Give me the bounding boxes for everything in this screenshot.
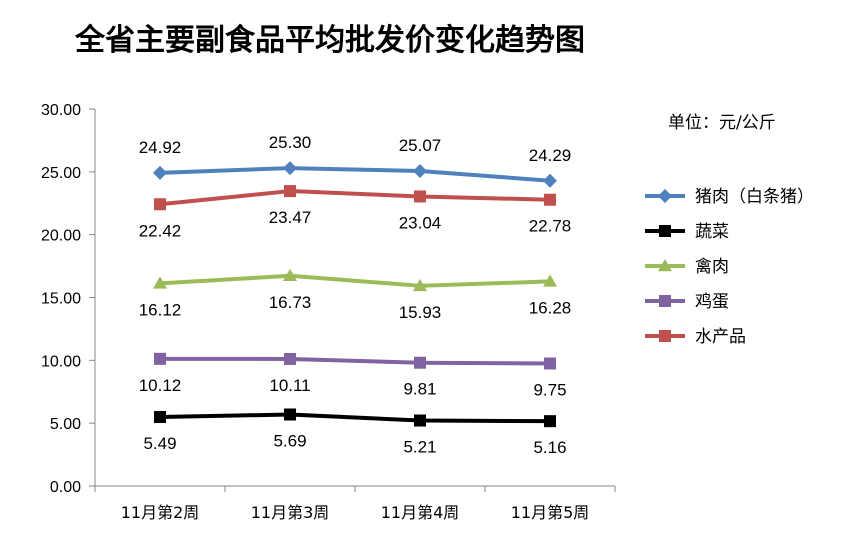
data-label: 5.21	[403, 438, 436, 457]
data-point-square	[414, 356, 426, 369]
data-point-square	[154, 411, 166, 424]
data-point-square	[544, 357, 556, 370]
legend-label: 猪肉（白条猪）	[695, 187, 814, 207]
series-line	[159, 189, 551, 207]
y-tick-label: 5.00	[50, 416, 81, 433]
data-point-square	[659, 225, 671, 237]
data-label: 24.29	[529, 146, 572, 165]
data-point-diamond	[543, 173, 557, 188]
data-point-square	[154, 352, 166, 365]
legend-label: 禽肉	[695, 257, 729, 277]
data-label: 5.16	[533, 438, 566, 457]
data-point-square	[154, 198, 166, 211]
data-point-diamond	[658, 189, 672, 203]
series-1	[154, 408, 556, 428]
data-label: 16.28	[529, 298, 572, 317]
data-label: 15.93	[399, 303, 442, 322]
legend-label: 鸡蛋	[695, 292, 729, 312]
legend-item: 蔬菜	[645, 222, 729, 242]
data-point-square	[284, 352, 296, 365]
x-tick-label: 11月第4周	[381, 503, 460, 522]
data-point-diamond	[413, 163, 427, 178]
data-point-triangle	[543, 274, 557, 287]
data-label: 25.07	[399, 136, 442, 155]
data-point-square	[414, 190, 426, 203]
series-0	[153, 161, 557, 188]
data-label: 23.04	[399, 213, 442, 232]
series-line	[159, 412, 551, 424]
data-point-triangle	[658, 259, 672, 272]
data-label: 5.49	[143, 434, 176, 453]
series-2	[153, 268, 557, 292]
legend-item: 猪肉（白条猪）	[645, 187, 814, 207]
data-point-square	[284, 185, 296, 198]
data-point-triangle	[413, 278, 427, 292]
series-line	[159, 166, 551, 183]
axes: 0.00 5.00 10.00 15.00 20.00 25.00 30.00 11月第2周 1…	[41, 102, 616, 522]
data-point-square	[659, 330, 671, 342]
data-point-triangle	[283, 268, 297, 282]
data-label: 22.78	[529, 217, 572, 236]
data-label: 25.30	[269, 133, 312, 152]
data-label: 9.75	[533, 380, 566, 399]
data-label: 22.42	[139, 221, 182, 240]
data-point-square	[284, 408, 296, 421]
data-point-diamond	[283, 161, 297, 176]
legend-item: 水产品	[645, 327, 746, 347]
data-point-triangle	[153, 276, 167, 289]
series-line	[159, 273, 551, 288]
legend-item: 禽肉	[645, 257, 729, 277]
legend-item: 鸡蛋	[645, 292, 729, 312]
series-line	[159, 356, 551, 366]
data-label: 9.81	[403, 380, 436, 399]
y-tick-label: 0.00	[50, 479, 81, 496]
legend-label: 蔬菜	[695, 222, 729, 242]
x-tick-label: 11月第3周	[251, 503, 330, 522]
data-point-diamond	[153, 165, 167, 180]
data-label: 5.69	[273, 431, 306, 450]
legend-label: 水产品	[695, 327, 746, 347]
data-point-square	[414, 414, 426, 427]
data-labels: 24.92 25.30 25.07 24.29 5.49 5.69 5.21 5.16 16.1…	[139, 133, 572, 457]
data-point-square	[544, 193, 556, 206]
chart-title: 全省主要副食品平均批发价变化趋势图	[74, 23, 585, 58]
data-label: 23.47	[269, 208, 312, 227]
data-point-square	[659, 295, 671, 307]
data-label: 16.73	[269, 293, 312, 312]
series-layer	[153, 161, 557, 428]
series-4	[154, 185, 556, 211]
y-tick-label: 30.00	[41, 102, 81, 119]
unit-label: 单位：元/公斤	[668, 113, 776, 133]
data-point-square	[544, 415, 556, 428]
y-tick-label: 25.00	[41, 165, 81, 182]
y-tick-label: 15.00	[41, 291, 81, 308]
data-label: 10.11	[269, 376, 310, 395]
y-tick-label: 10.00	[41, 353, 81, 370]
data-label: 16.12	[139, 300, 182, 319]
data-label: 24.92	[139, 138, 182, 157]
data-label: 10.12	[139, 376, 182, 395]
series-3	[154, 352, 556, 370]
x-tick-label: 11月第2周	[121, 503, 200, 522]
y-tick-label: 20.00	[41, 228, 81, 245]
x-tick-label: 11月第5周	[511, 503, 590, 522]
